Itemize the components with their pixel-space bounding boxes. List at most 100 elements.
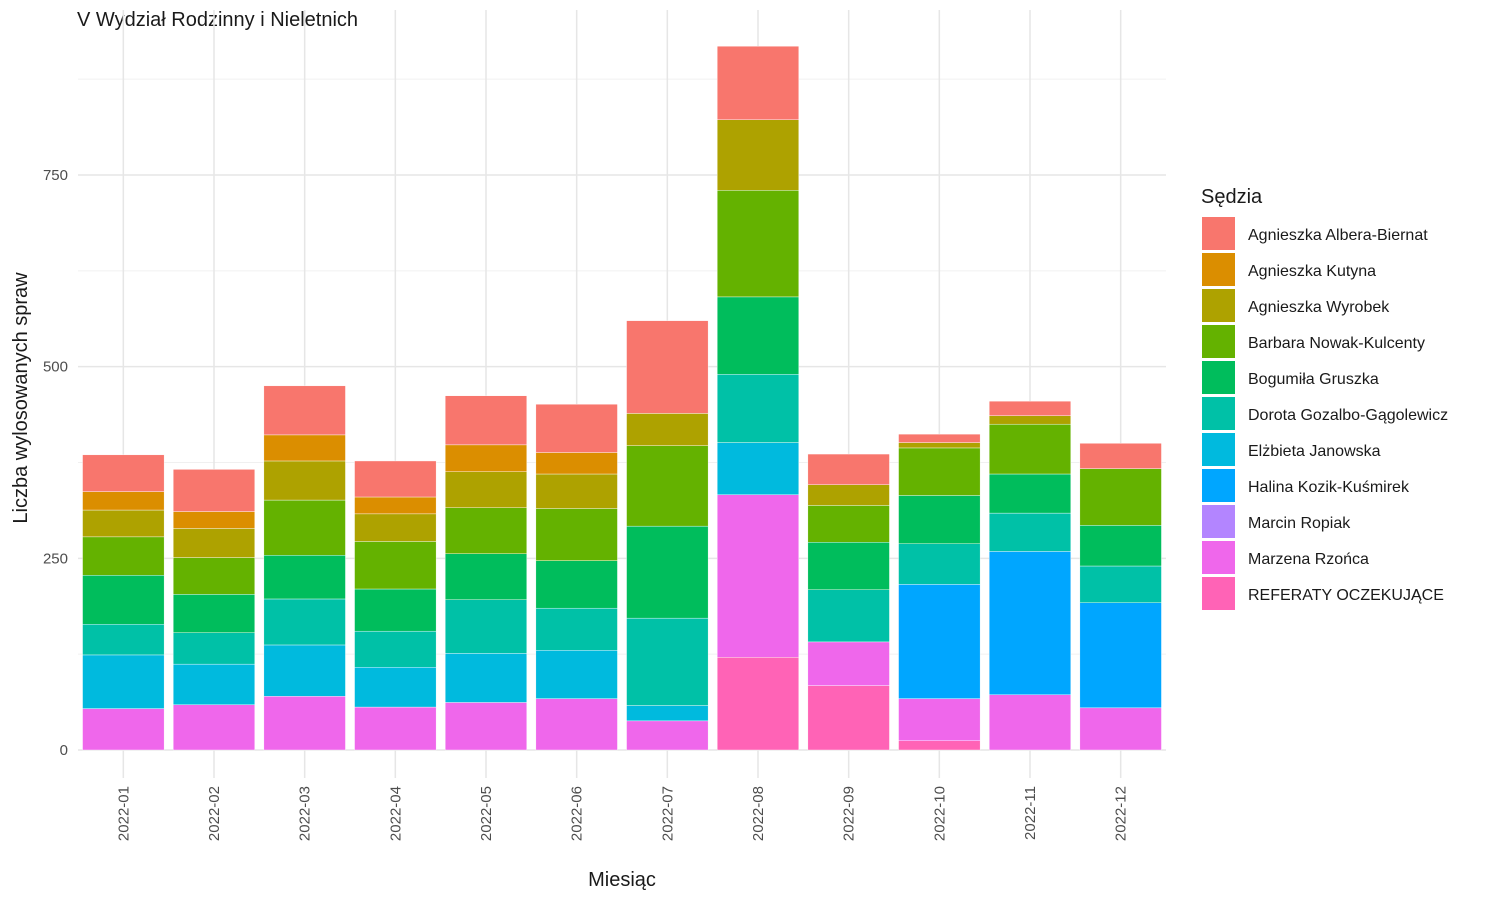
legend-label: REFERATY OCZEKUJĄCE bbox=[1248, 587, 1444, 604]
bar-segment bbox=[1079, 443, 1162, 469]
bar-segment bbox=[989, 415, 1072, 425]
bar-segment bbox=[717, 374, 800, 443]
legend-label: Bogumiła Gruszka bbox=[1248, 371, 1379, 388]
bar-segment bbox=[354, 541, 437, 590]
legend-label: Agnieszka Albera-Biernat bbox=[1248, 227, 1428, 244]
bar-segment bbox=[626, 617, 709, 706]
bar-segment bbox=[807, 641, 890, 686]
bar-segment bbox=[172, 511, 255, 529]
bar-segment bbox=[172, 528, 255, 558]
bar-segment bbox=[535, 650, 618, 699]
bar-segment bbox=[898, 442, 981, 449]
bar-segment bbox=[535, 508, 618, 561]
legend-label: Elżbieta Janowska bbox=[1248, 443, 1381, 460]
bar-segment bbox=[717, 442, 800, 495]
legend-key bbox=[1202, 325, 1235, 358]
bar-segment bbox=[989, 512, 1072, 552]
bar-segment bbox=[263, 696, 346, 751]
y-tick-label: 0 bbox=[60, 742, 68, 759]
bar-segment bbox=[1079, 707, 1162, 751]
bar-segment bbox=[354, 588, 437, 632]
bar-segment bbox=[535, 560, 618, 609]
legend: Agnieszka Albera-Biernat Agnieszka Kutyna… bbox=[1202, 217, 1448, 610]
bar-segment bbox=[717, 296, 800, 375]
y-tick-label: 250 bbox=[43, 550, 68, 567]
y-tick-label: 750 bbox=[43, 167, 68, 184]
bar-segment bbox=[82, 509, 165, 538]
bar-segment bbox=[263, 385, 346, 436]
chart-title: V Wydział Rodzinny i Nieletnich bbox=[77, 9, 358, 31]
bar-segment bbox=[263, 555, 346, 600]
bar-segment bbox=[354, 460, 437, 498]
bar-segment bbox=[82, 491, 165, 511]
y-axis: 0 250 500 750 bbox=[43, 167, 68, 759]
bar-segment bbox=[717, 657, 800, 751]
bar-segment bbox=[1079, 602, 1162, 709]
bar-segment bbox=[354, 706, 437, 751]
bar-segment bbox=[626, 320, 709, 414]
bar-segment bbox=[717, 119, 800, 191]
x-tick-label: 2022-10 bbox=[931, 786, 948, 841]
x-axis: 2022-01 2022-02 2022-03 2022-04 2022-05 2022-… bbox=[115, 786, 1129, 841]
legend-label: Halina Kozik-Kuśmirek bbox=[1248, 479, 1410, 496]
bar-segment bbox=[898, 543, 981, 585]
bar-segment bbox=[445, 653, 528, 703]
bar-segment bbox=[717, 190, 800, 298]
legend-key bbox=[1202, 361, 1235, 394]
bar-segment bbox=[172, 632, 255, 665]
bar-segment bbox=[626, 705, 709, 722]
x-tick-label: 2022-12 bbox=[1113, 786, 1130, 841]
legend-key bbox=[1202, 577, 1235, 610]
x-tick-label: 2022-03 bbox=[297, 786, 314, 841]
x-tick-label: 2022-04 bbox=[387, 786, 404, 841]
bar-segment bbox=[445, 471, 528, 508]
bar-segment bbox=[354, 496, 437, 515]
legend-label: Marcin Ropiak bbox=[1248, 515, 1351, 532]
legend-label: Agnieszka Wyrobek bbox=[1248, 299, 1390, 316]
bar-segment bbox=[807, 685, 890, 751]
bar-segment bbox=[898, 447, 981, 496]
legend-key bbox=[1202, 289, 1235, 322]
bar-segment bbox=[626, 525, 709, 619]
bar-segment bbox=[445, 444, 528, 472]
x-tick-label: 2022-11 bbox=[1022, 786, 1039, 840]
bar-segment bbox=[1079, 565, 1162, 603]
bar-segment bbox=[172, 704, 255, 751]
legend-key bbox=[1202, 253, 1235, 286]
bar-segment bbox=[172, 469, 255, 512]
x-tick-label: 2022-05 bbox=[478, 786, 495, 841]
bar-segment bbox=[989, 694, 1072, 751]
legend-key bbox=[1202, 505, 1235, 538]
bar-segment bbox=[82, 575, 165, 625]
bar-segment bbox=[807, 484, 890, 506]
bar-segment bbox=[807, 542, 890, 590]
bar-segment bbox=[445, 507, 528, 554]
bar-segment bbox=[989, 400, 1072, 416]
legend-label: Marzena Rzońca bbox=[1248, 551, 1369, 568]
bar-segment bbox=[445, 702, 528, 751]
bar-segment bbox=[626, 445, 709, 527]
bar-segment bbox=[807, 589, 890, 643]
bar-segment bbox=[82, 454, 165, 492]
x-tick-label: 2022-01 bbox=[115, 786, 132, 841]
y-tick-label: 500 bbox=[43, 359, 68, 376]
legend-key bbox=[1202, 469, 1235, 502]
x-tick-label: 2022-06 bbox=[569, 786, 586, 841]
x-tick-label: 2022-02 bbox=[206, 786, 223, 841]
bar-segment bbox=[354, 513, 437, 542]
bar-segment bbox=[445, 599, 528, 654]
bar-segment bbox=[535, 452, 618, 475]
bar-segment bbox=[626, 413, 709, 446]
bar-segment bbox=[1079, 525, 1162, 567]
bar-segment bbox=[989, 551, 1072, 696]
bar-segment bbox=[807, 453, 890, 485]
bar-segment bbox=[354, 667, 437, 708]
legend-label: Agnieszka Kutyna bbox=[1248, 263, 1376, 280]
bar-segment bbox=[535, 698, 618, 751]
x-tick-label: 2022-08 bbox=[750, 786, 767, 841]
bar-segment bbox=[1079, 468, 1162, 526]
bar-segment bbox=[263, 460, 346, 501]
bar-segment bbox=[172, 594, 255, 633]
bar-segment bbox=[354, 630, 437, 668]
legend-key bbox=[1202, 397, 1235, 430]
